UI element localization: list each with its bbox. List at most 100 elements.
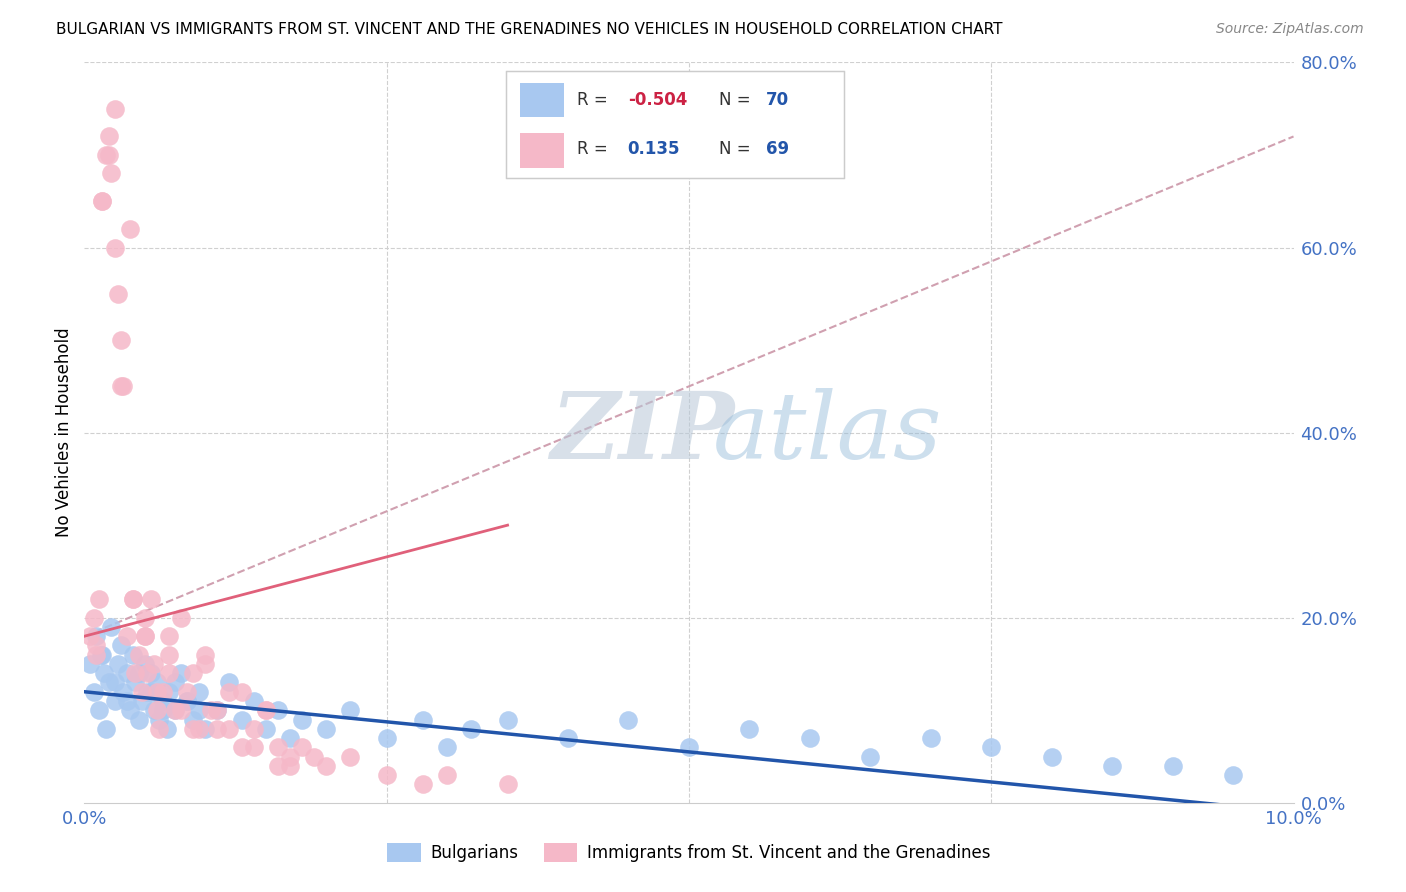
Point [121,592,143,607]
Point [97,675,120,690]
Point [170,703,193,717]
Point [496,713,519,727]
Point [100,620,122,634]
Point [170,666,193,681]
Point [267,740,290,755]
Point [124,675,146,690]
Point [218,722,240,736]
Point [139,666,162,681]
Point [218,685,240,699]
Point [110,639,132,653]
Point [91,194,114,209]
Point [131,694,153,708]
Point [254,703,277,717]
Point [231,713,253,727]
Text: N =: N = [718,141,755,159]
Point [157,648,180,662]
Point [139,685,162,699]
Point [207,722,229,736]
Point [165,703,187,717]
Point [194,657,217,671]
Point [104,694,127,708]
Point [79,657,101,671]
Point [110,333,132,347]
Point [121,648,143,662]
Point [148,722,170,736]
Point [176,694,198,708]
Point [194,648,217,662]
Point [920,731,942,745]
Point [267,703,290,717]
Y-axis label: No Vehicles in Household: No Vehicles in Household [55,327,73,538]
Point [104,240,127,255]
Point [121,592,143,607]
Point [86,639,108,653]
Point [120,703,142,717]
Point [412,713,434,727]
Point [242,722,264,736]
Point [1222,768,1244,782]
Point [738,722,761,736]
Point [176,694,198,708]
Point [110,379,132,393]
Point [231,740,253,755]
Point [97,148,120,162]
Point [93,666,115,681]
Text: R =: R = [576,141,613,159]
Text: ZIP: ZIP [550,388,734,477]
Point [170,610,193,624]
Point [112,379,135,393]
Point [291,740,314,755]
Point [200,703,222,717]
Point [375,731,398,745]
Point [100,166,122,180]
Point [859,749,882,764]
Bar [520,83,564,118]
Point [165,675,187,690]
Point [87,703,110,717]
Point [254,722,277,736]
Text: BULGARIAN VS IMMIGRANTS FROM ST. VINCENT AND THE GRENADINES NO VEHICLES IN HOUSE: BULGARIAN VS IMMIGRANTS FROM ST. VINCENT… [56,22,1002,37]
Point [134,629,156,643]
Point [231,685,253,699]
Point [1101,758,1123,772]
Point [128,713,150,727]
Point [91,194,114,209]
Point [557,731,579,745]
Point [1161,758,1184,772]
Point [278,749,301,764]
Text: R =: R = [576,91,613,109]
Point [181,666,204,681]
Point [242,694,264,708]
Point [107,286,129,301]
Point [115,629,138,643]
Point [194,722,217,736]
Point [188,685,211,699]
Point [115,694,138,708]
Point [104,675,127,690]
Point [120,222,142,236]
Point [242,740,264,755]
Point [254,703,277,717]
Legend: Bulgarians, Immigrants from St. Vincent and the Grenadines: Bulgarians, Immigrants from St. Vincent … [381,836,997,869]
Point [94,722,117,736]
Point [315,722,337,736]
Text: 69: 69 [766,141,789,159]
Point [302,749,325,764]
Point [207,703,229,717]
Point [87,592,110,607]
Point [146,703,169,717]
Point [412,777,434,791]
Point [124,666,146,681]
Point [980,740,1002,755]
Point [134,657,156,671]
Point [188,703,211,717]
Point [128,666,150,681]
Point [107,657,129,671]
Point [218,675,240,690]
Point [1040,749,1063,764]
Point [148,713,170,727]
Point [143,703,166,717]
Point [86,648,108,662]
Point [112,685,135,699]
